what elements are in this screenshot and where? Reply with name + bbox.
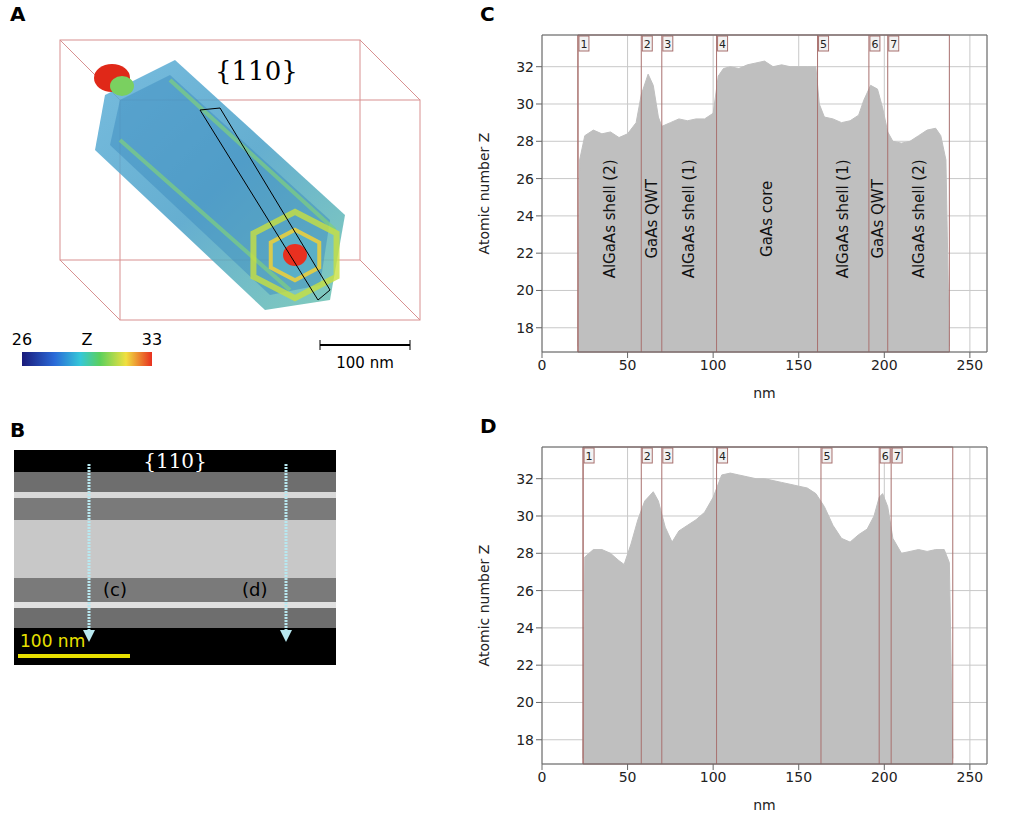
svg-text:GaAs QWT: GaAs QWT [869,178,887,258]
svg-text:5: 5 [823,450,830,463]
svg-text:33: 33 [142,330,162,349]
svg-text:AlGaAs shell (1): AlGaAs shell (1) [834,159,852,278]
svg-text:24: 24 [516,620,534,636]
svg-text:AlGaAs shell (2): AlGaAs shell (2) [601,159,619,278]
html-text:C: C [480,2,495,26]
svg-text:30: 30 [516,508,534,524]
svg-text:0: 0 [538,357,547,373]
svg-text:28: 28 [516,545,534,561]
svg-text:26: 26 [516,171,534,187]
svg-text:26: 26 [12,330,32,349]
html-text:B: B [10,418,26,442]
svg-text:20: 20 [516,282,534,298]
svg-text:26: 26 [516,583,534,599]
svg-text:100: 100 [700,769,727,785]
svg-text:100: 100 [700,357,727,373]
svg-text:18: 18 [516,320,534,336]
svg-text:2: 2 [644,450,651,463]
svg-text:100 nm: 100 nm [20,631,85,651]
svg-text:0: 0 [538,769,547,785]
svg-text:7: 7 [894,450,901,463]
svg-text:6: 6 [882,450,889,463]
svg-text:32: 32 [516,471,534,487]
svg-text:Z: Z [82,330,93,349]
svg-text:22: 22 [516,245,534,261]
svg-text:3: 3 [664,38,671,51]
svg-text:1: 1 [586,450,593,463]
svg-text:nm: nm [753,797,776,813]
svg-text:5: 5 [820,38,827,51]
svg-text:6: 6 [871,38,878,51]
svg-text:AlGaAs shell (1): AlGaAs shell (1) [680,159,698,278]
svg-text:AlGaAs shell (2): AlGaAs shell (2) [910,159,928,278]
svg-text:24: 24 [516,208,534,224]
svg-text:7: 7 [890,38,897,51]
html-text:D: D [480,414,497,438]
svg-text:{110}: {110} [215,56,298,86]
svg-text:20: 20 [516,694,534,710]
html-text:A: A [10,2,26,26]
svg-text:150: 150 [785,769,812,785]
svg-text:2: 2 [644,38,651,51]
svg-text:{110}: {110} [143,449,207,473]
svg-text:100 nm: 100 nm [336,354,394,372]
svg-text:200: 200 [871,769,898,785]
svg-text:200: 200 [871,357,898,373]
svg-text:4: 4 [719,38,726,51]
svg-text:4: 4 [719,450,726,463]
svg-text:nm: nm [753,385,776,401]
svg-text:250: 250 [957,357,984,373]
svg-text:GaAs QWT: GaAs QWT [643,178,661,258]
svg-text:32: 32 [516,59,534,75]
svg-text:250: 250 [957,769,984,785]
svg-text:Atomic number Z: Atomic number Z [476,545,492,667]
svg-text:(d): (d) [242,579,267,600]
svg-text:22: 22 [516,657,534,673]
svg-text:50: 50 [619,357,637,373]
svg-text:1: 1 [580,38,587,51]
svg-text:(c): (c) [103,579,127,600]
svg-text:GaAs core: GaAs core [758,181,776,257]
svg-text:150: 150 [785,357,812,373]
svg-text:18: 18 [516,732,534,748]
svg-text:30: 30 [516,96,534,112]
svg-text:3: 3 [664,450,671,463]
svg-text:50: 50 [619,769,637,785]
svg-text:28: 28 [516,133,534,149]
svg-text:Atomic number Z: Atomic number Z [476,133,492,255]
